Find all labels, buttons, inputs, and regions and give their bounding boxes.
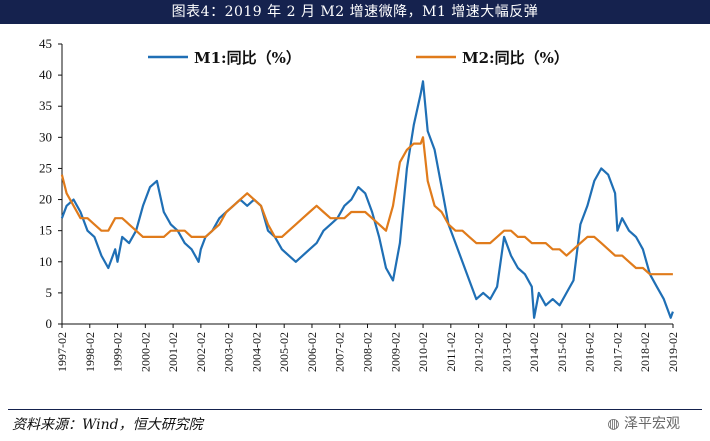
x-tick-label: 2014-02: [527, 332, 541, 372]
y-tick-label: 45: [39, 36, 52, 51]
source-note: 资料来源：Wind，恒大研究院: [12, 417, 203, 433]
x-tick-label: 2000-02: [138, 332, 152, 372]
y-tick-label: 30: [39, 129, 52, 144]
y-tick-label: 20: [39, 192, 52, 207]
x-tick-label: 2007-02: [333, 332, 347, 372]
y-tick-label: 25: [39, 160, 52, 175]
x-tick-label: 1999-02: [111, 332, 125, 372]
x-tick-label: 2002-02: [194, 332, 208, 372]
x-tick-label: 2017-02: [610, 332, 624, 372]
x-tick-label: 1997-02: [55, 332, 69, 372]
x-tick-label: 2010-02: [416, 332, 430, 372]
x-tick-label: 2018-02: [638, 332, 652, 372]
legend: M1:同比（%） M2:同比（%）: [148, 49, 569, 67]
x-tick-label: 2005-02: [277, 332, 291, 372]
x-tick-label: 2012-02: [472, 332, 486, 372]
x-tick-label: 2013-02: [499, 332, 513, 372]
y-tick-label: 0: [46, 316, 53, 331]
series-lines: [60, 80, 674, 319]
watermark-text: 泽平宏观: [624, 416, 680, 432]
x-tick-label: 2011-02: [444, 332, 458, 372]
legend-label-m1: M1:同比（%）: [194, 49, 301, 67]
x-tick-label: 2016-02: [583, 332, 597, 372]
y-tick-label: 5: [46, 285, 53, 300]
x-tick-label: 2003-02: [222, 332, 236, 372]
footer-divider: [8, 409, 702, 410]
x-tick-label: 2019-02: [666, 332, 680, 372]
axes: 0 5 10 15 20 25 30 35 40 45 1997-02 1998-02 1999-02 2…: [39, 36, 680, 372]
y-tick-label: 40: [39, 67, 52, 82]
series-line-m1: [60, 80, 674, 319]
x-tick-label: 1998-02: [83, 332, 97, 372]
watermark: ◍ 泽平宏观: [607, 413, 680, 433]
y-tick-label: 15: [39, 223, 52, 238]
wechat-icon: ◍: [607, 416, 620, 432]
figure-title: 图表4：2019 年 2 月 M2 增速微降，M1 增速大幅反弹: [0, 0, 710, 24]
x-tick-label: 2006-02: [305, 332, 319, 372]
x-tick-label: 2001-02: [166, 332, 180, 372]
y-tick-label: 35: [39, 98, 52, 113]
x-tick-label: 2009-02: [388, 332, 402, 372]
x-tick-label: 2008-02: [361, 332, 375, 372]
y-tick-label: 10: [39, 254, 52, 269]
x-tick-label: 2015-02: [555, 332, 569, 372]
x-tick-label: 2004-02: [249, 332, 263, 372]
series-line-m2: [60, 136, 673, 276]
legend-label-m2: M2:同比（%）: [462, 49, 569, 67]
